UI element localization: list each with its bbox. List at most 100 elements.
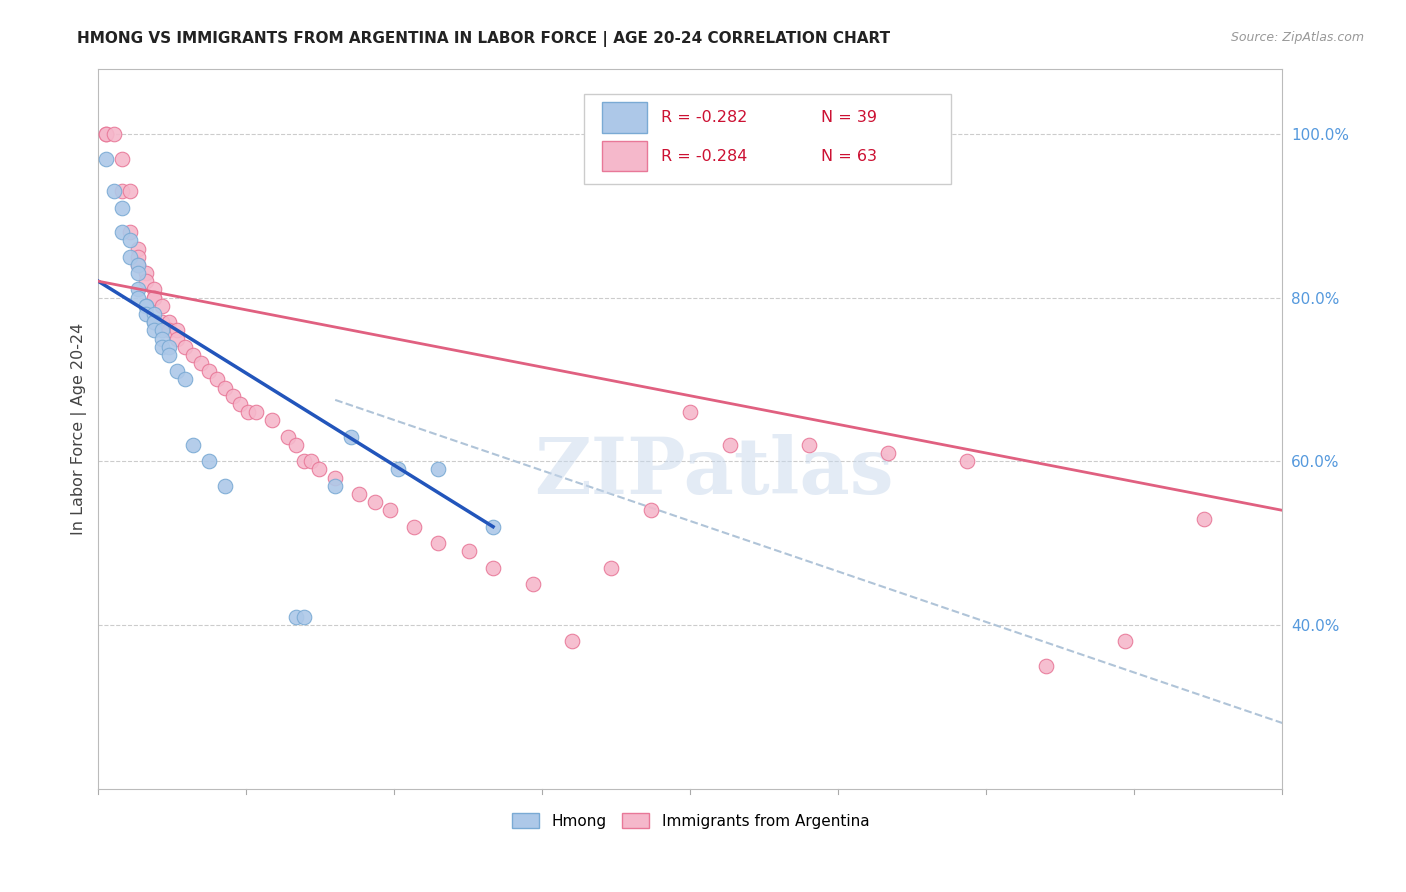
Text: R = -0.282: R = -0.282 (661, 110, 747, 125)
Y-axis label: In Labor Force | Age 20-24: In Labor Force | Age 20-24 (72, 322, 87, 534)
Point (127, 250, 149, 264)
Point (142, 291, 165, 305)
Point (718, 438, 741, 452)
Point (323, 479, 346, 493)
Point (561, 634, 583, 648)
Point (150, 299, 173, 313)
Point (174, 340, 197, 354)
Point (142, 282, 165, 296)
Point (166, 323, 188, 337)
Text: N = 39: N = 39 (821, 110, 877, 125)
Point (380, 503, 402, 517)
Point (157, 348, 180, 362)
Point (96, 127, 118, 141)
Point (426, 462, 449, 476)
Point (245, 405, 267, 419)
Point (198, 454, 221, 468)
Point (482, 519, 505, 533)
Point (301, 454, 323, 468)
Point (157, 340, 180, 354)
Point (150, 332, 173, 346)
Point (174, 372, 197, 386)
Point (111, 184, 134, 198)
Point (150, 340, 173, 354)
Text: Source: ZipAtlas.com: Source: ZipAtlas.com (1230, 31, 1364, 45)
Point (142, 323, 165, 337)
Point (292, 454, 315, 468)
Text: N = 63: N = 63 (821, 149, 877, 164)
Point (142, 291, 165, 305)
Point (135, 299, 157, 313)
Point (190, 356, 212, 370)
Point (127, 291, 149, 305)
Point (205, 372, 228, 386)
Point (118, 250, 141, 264)
Text: HMONG VS IMMIGRANTS FROM ARGENTINA IN LABOR FORCE | AGE 20-24 CORRELATION CHART: HMONG VS IMMIGRANTS FROM ARGENTINA IN LA… (77, 31, 890, 47)
Point (118, 184, 141, 198)
Point (181, 348, 204, 362)
Point (150, 315, 173, 329)
Point (142, 307, 165, 321)
Point (308, 462, 330, 476)
Point (238, 405, 260, 419)
Point (426, 536, 449, 550)
Point (482, 560, 505, 574)
Point (127, 282, 149, 296)
Point (956, 454, 979, 468)
Point (347, 487, 370, 501)
Text: ZIPatlas: ZIPatlas (534, 434, 894, 509)
Point (600, 560, 623, 574)
Point (135, 266, 157, 280)
Point (135, 307, 157, 321)
Point (135, 299, 157, 313)
Point (135, 274, 157, 288)
Point (340, 430, 363, 444)
Point (166, 332, 188, 346)
Point (127, 258, 149, 272)
Point (118, 225, 141, 239)
Point (260, 413, 283, 427)
Point (797, 438, 820, 452)
Point (127, 242, 149, 256)
Point (214, 479, 236, 493)
Point (142, 315, 165, 329)
Point (387, 462, 409, 476)
Point (181, 438, 204, 452)
Point (323, 470, 346, 484)
Point (277, 430, 299, 444)
Point (292, 609, 315, 624)
Point (103, 127, 125, 141)
Point (198, 364, 221, 378)
Point (157, 323, 180, 337)
Point (1192, 511, 1215, 525)
Point (404, 519, 426, 533)
Point (111, 201, 134, 215)
FancyBboxPatch shape (602, 103, 647, 133)
Text: R = -0.284: R = -0.284 (661, 149, 747, 164)
Point (284, 438, 307, 452)
Point (221, 389, 243, 403)
Legend: Hmong, Immigrants from Argentina: Hmong, Immigrants from Argentina (506, 806, 876, 835)
Point (284, 609, 307, 624)
Point (679, 405, 702, 419)
Point (640, 503, 662, 517)
Point (166, 364, 188, 378)
Point (118, 233, 141, 247)
Point (127, 258, 149, 272)
Point (111, 225, 134, 239)
Point (96, 152, 118, 166)
Point (363, 495, 385, 509)
Point (142, 315, 165, 329)
Point (127, 266, 149, 280)
Point (522, 577, 544, 591)
FancyBboxPatch shape (602, 141, 647, 171)
Point (1035, 658, 1057, 673)
Point (214, 381, 236, 395)
Point (229, 397, 252, 411)
Point (103, 184, 125, 198)
Point (157, 315, 180, 329)
Point (111, 152, 134, 166)
Point (150, 323, 173, 337)
Point (96, 127, 118, 141)
Point (876, 446, 898, 460)
